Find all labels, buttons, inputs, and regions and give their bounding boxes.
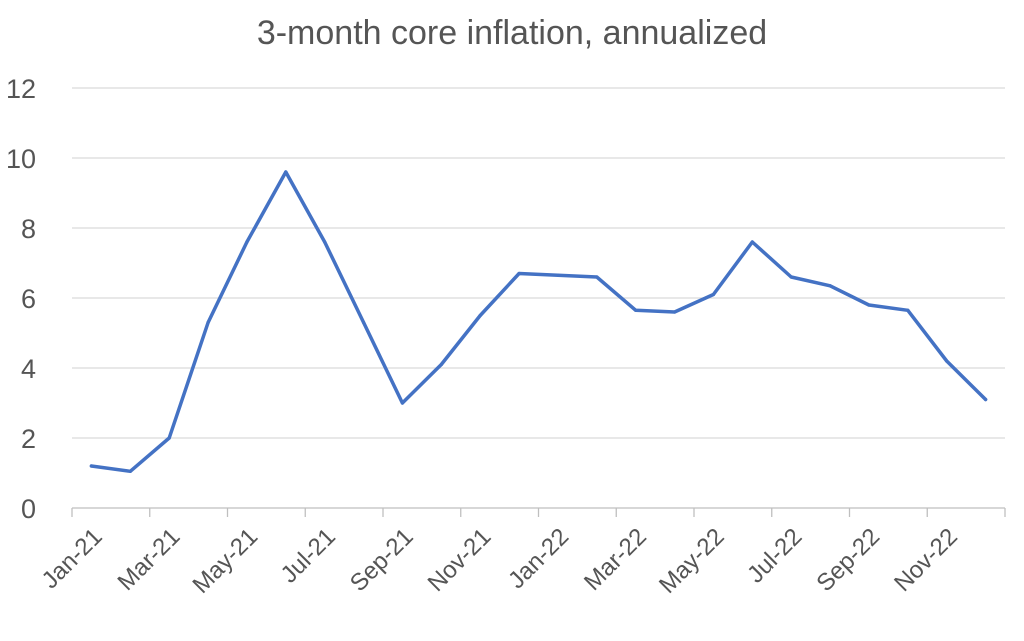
data-point <box>750 240 754 244</box>
x-tick-label: Mar-21 <box>113 523 186 596</box>
y-tick-label: 0 <box>21 494 36 524</box>
y-tick-label: 6 <box>21 284 36 314</box>
x-tick-label: Nov-21 <box>423 523 497 597</box>
series-line <box>89 170 988 474</box>
data-point <box>634 308 638 312</box>
x-tick-label: Jan-22 <box>503 523 574 594</box>
x-tick-label: Jan-21 <box>37 523 108 594</box>
x-tick-label: Jul-22 <box>742 523 807 588</box>
data-point <box>400 401 405 405</box>
x-tick-label: May-21 <box>187 523 263 599</box>
x-tick-label: May-22 <box>654 523 730 599</box>
data-point <box>167 436 171 440</box>
x-tick-label: Nov-22 <box>889 523 963 597</box>
data-point <box>323 240 327 244</box>
data-point <box>517 271 521 276</box>
gridlines <box>72 87 1005 439</box>
data-point <box>206 320 210 325</box>
x-tick-label: Sep-22 <box>811 523 885 597</box>
data-point <box>672 310 677 314</box>
y-tick-label: 2 <box>21 424 36 454</box>
series-lines <box>89 170 988 474</box>
data-point <box>945 359 949 363</box>
data-point <box>867 303 871 307</box>
data-point <box>128 469 132 473</box>
data-point <box>478 313 482 318</box>
x-tick-label: Jul-21 <box>276 523 341 588</box>
data-point <box>284 170 288 174</box>
x-axis <box>71 507 1006 517</box>
chart-title: 3-month core inflation, annualized <box>257 14 767 52</box>
data-point <box>711 292 716 297</box>
x-tick-label: Sep-21 <box>345 523 419 597</box>
data-point <box>906 308 910 312</box>
data-point <box>361 320 366 325</box>
data-point <box>245 240 249 244</box>
data-point <box>89 464 94 468</box>
data-point <box>828 284 832 288</box>
x-tick-label: Mar-22 <box>579 523 652 596</box>
data-point <box>789 275 793 279</box>
y-tick-label: 8 <box>21 214 36 244</box>
y-tick-label: 10 <box>6 144 36 174</box>
data-point <box>556 273 560 277</box>
data-point <box>983 397 988 402</box>
y-tick-label: 12 <box>6 74 36 104</box>
y-tick-label: 4 <box>21 354 36 384</box>
data-point <box>595 275 599 279</box>
data-point <box>439 362 443 367</box>
y-axis-tick-labels: 0 2 4 6 8 10 12 <box>6 74 36 524</box>
x-axis-tick-labels: Jan-21 Mar-21 May-21 Jul-21 Sep-21 Nov-21 Jan-… <box>37 523 963 599</box>
